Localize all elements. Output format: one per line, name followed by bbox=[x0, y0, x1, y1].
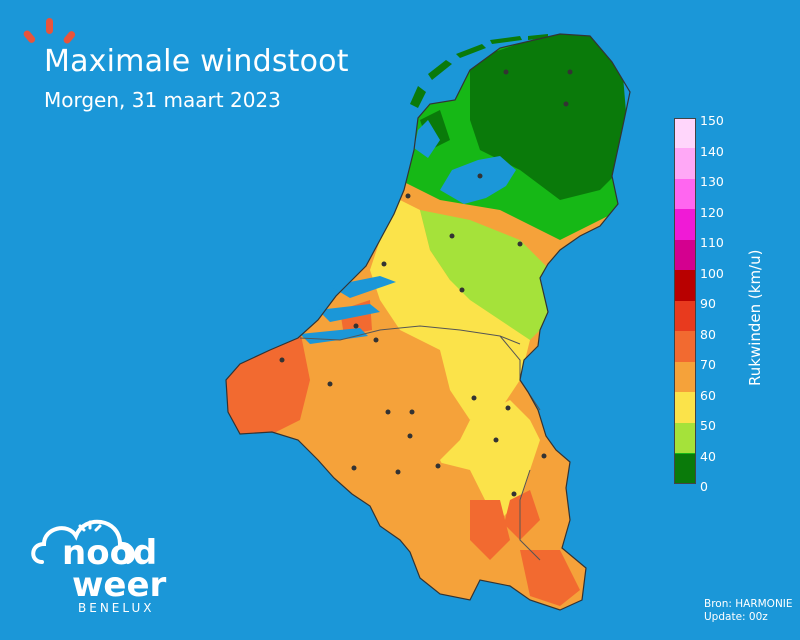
noodweer-logo: nood weer bbox=[31, 519, 167, 604]
colorbar-tick: 140 bbox=[700, 144, 724, 159]
logo-word-weer: weer bbox=[72, 565, 167, 604]
colorbar-tick: 110 bbox=[700, 235, 724, 250]
colorbar-tick: 60 bbox=[700, 388, 716, 403]
colorbar-tick: 120 bbox=[700, 205, 724, 220]
colorbar-tick: 150 bbox=[700, 113, 724, 128]
sun-rays-icon bbox=[23, 18, 76, 44]
cloud-icon bbox=[31, 519, 136, 564]
wadden-islands bbox=[410, 34, 548, 108]
colorbar-tick: 130 bbox=[700, 174, 724, 189]
city-markers bbox=[279, 69, 573, 497]
source-info: Bron: HARMONIE Update: 00z bbox=[704, 598, 793, 624]
map-title: Maximale windstoot bbox=[44, 44, 349, 79]
source-update: Update: 00z bbox=[704, 611, 768, 623]
colorbar-tick: 100 bbox=[700, 266, 724, 281]
colorbar-tick: 80 bbox=[700, 327, 716, 342]
colorbar-tick: 0 bbox=[700, 479, 708, 494]
colorbar-label: Rukwinden (km/u) bbox=[746, 249, 764, 386]
colorbar-tick: 50 bbox=[700, 418, 716, 433]
source-model: Bron: HARMONIE bbox=[704, 598, 793, 610]
map-subtitle: Morgen, 31 maart 2023 bbox=[44, 88, 281, 112]
colorbar-tick: 40 bbox=[700, 449, 716, 464]
logo-word-nood: nood bbox=[62, 533, 157, 573]
colorbar bbox=[674, 118, 696, 484]
colorbar-tick: 90 bbox=[700, 296, 716, 311]
logo-tagline: BENELUX bbox=[78, 601, 155, 615]
colorbar-tick: 70 bbox=[700, 357, 716, 372]
ijsselmeer bbox=[440, 156, 516, 204]
